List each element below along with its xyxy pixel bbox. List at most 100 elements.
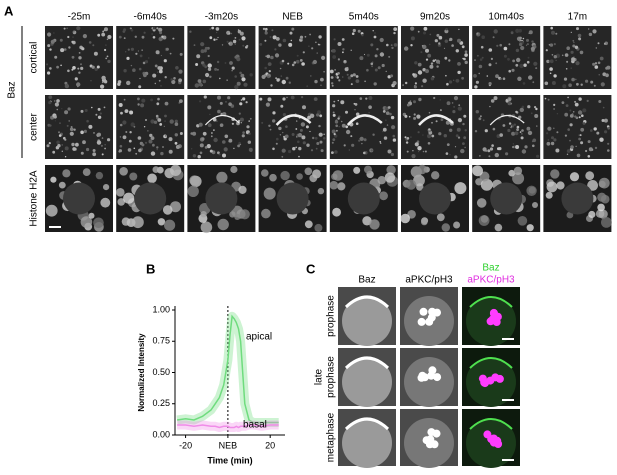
speckle — [130, 29, 134, 32]
speckle — [390, 44, 393, 46]
speckle — [316, 52, 318, 54]
speckle — [527, 130, 533, 136]
speckle — [104, 144, 106, 146]
speckle — [248, 120, 250, 122]
speckle — [535, 67, 538, 70]
speckle — [425, 69, 429, 74]
speckle — [517, 76, 522, 82]
speckle — [164, 76, 167, 79]
speckle — [145, 119, 147, 121]
speckle — [142, 61, 146, 65]
speckle — [476, 32, 481, 37]
speckle — [137, 136, 142, 140]
speckle — [156, 27, 159, 30]
speckle — [594, 65, 599, 69]
micrograph — [116, 26, 185, 89]
speckle — [72, 66, 76, 70]
speckle — [310, 75, 312, 77]
speckle — [598, 100, 602, 103]
y-tick-label: 0.00 — [152, 429, 170, 439]
speckle — [379, 141, 382, 143]
speckle — [564, 53, 569, 57]
speckle — [499, 43, 503, 47]
speckle — [566, 153, 569, 155]
nucleus — [147, 173, 157, 184]
speckle — [448, 59, 451, 62]
speckle — [102, 30, 105, 33]
speckle — [315, 147, 318, 150]
speckle — [590, 80, 594, 84]
nucleus — [475, 178, 483, 186]
nucleus — [170, 164, 182, 176]
speckle — [519, 131, 522, 133]
speckle — [346, 66, 349, 69]
speckle — [414, 82, 417, 85]
speckle — [163, 59, 167, 63]
speckle — [578, 116, 581, 119]
speckle — [355, 79, 360, 83]
speckle — [518, 29, 522, 33]
speckle — [607, 149, 610, 152]
speckle — [526, 60, 530, 64]
speckle — [82, 34, 87, 39]
speckle — [72, 36, 74, 38]
speckle — [511, 131, 516, 136]
speckle — [393, 31, 396, 35]
speckle — [157, 118, 162, 122]
speckle — [551, 136, 554, 140]
speckle — [144, 141, 148, 144]
speckle — [392, 134, 396, 138]
nucleus — [598, 177, 610, 189]
speckle — [54, 120, 57, 122]
speckle — [462, 142, 465, 146]
speckle — [510, 31, 514, 35]
speckle — [553, 127, 555, 130]
crescent — [204, 114, 240, 126]
nucleus — [587, 180, 598, 191]
speckle — [231, 70, 233, 72]
nucleus — [561, 182, 594, 215]
nucleus — [280, 170, 290, 181]
speckle — [443, 47, 446, 50]
speckle — [478, 64, 483, 69]
speckle — [576, 82, 579, 86]
speckle — [571, 57, 576, 62]
speckle — [373, 35, 377, 39]
speckle — [372, 133, 375, 136]
speckle — [88, 124, 93, 129]
nucleus — [50, 176, 57, 183]
speckle — [59, 38, 63, 42]
speckle — [203, 95, 207, 99]
speckle — [331, 84, 334, 87]
speckle — [449, 37, 453, 42]
speckle — [532, 81, 535, 84]
speckle — [73, 128, 76, 131]
speckle — [489, 105, 491, 108]
speckle — [363, 53, 366, 56]
speckle — [200, 42, 205, 47]
speckle — [332, 55, 337, 59]
speckle — [99, 112, 102, 115]
speckle — [462, 122, 465, 126]
speckle — [547, 98, 550, 101]
speckle — [150, 98, 154, 102]
chromatin — [433, 308, 441, 317]
column-header: NEB — [282, 12, 303, 23]
column-header: 17m — [568, 12, 587, 23]
chromatin — [419, 307, 428, 316]
speckle — [234, 37, 237, 39]
speckle — [161, 35, 164, 38]
speckle — [341, 38, 345, 41]
speckle — [454, 155, 458, 159]
speckle — [67, 35, 70, 39]
speckle — [149, 133, 153, 138]
speckle — [91, 65, 95, 69]
speckle — [191, 148, 193, 150]
row-label: prophase — [326, 356, 337, 398]
speckle — [351, 32, 355, 35]
speckle — [596, 131, 600, 135]
speckle — [132, 68, 136, 72]
speckle — [245, 101, 248, 104]
speckle — [588, 147, 593, 152]
speckle — [217, 109, 221, 114]
